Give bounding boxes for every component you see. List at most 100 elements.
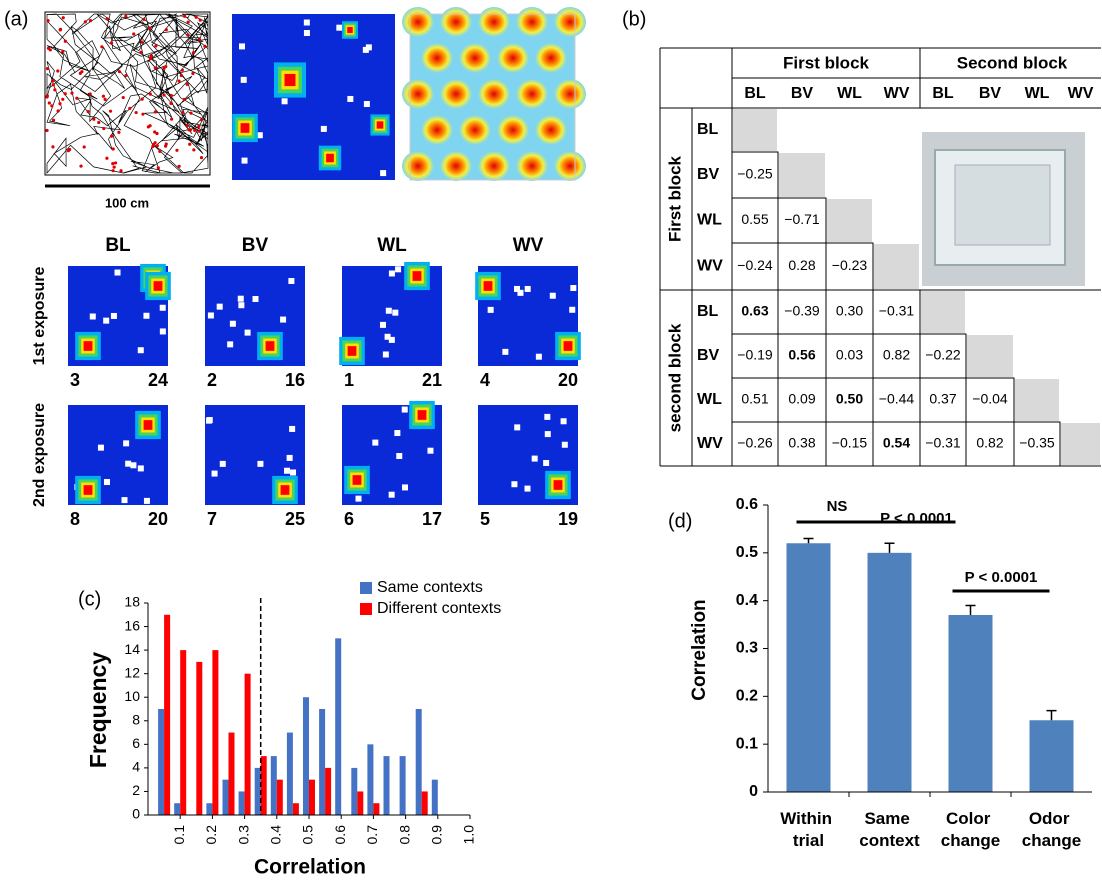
field-pixel [353, 475, 362, 485]
empty-pixel [402, 484, 408, 490]
spike [189, 111, 192, 114]
diagonal-cell [779, 153, 825, 197]
spike [139, 51, 142, 54]
spike [118, 70, 121, 73]
bar [416, 709, 422, 815]
empty-pixel [242, 158, 248, 164]
column-header: WL [837, 85, 862, 102]
spike [80, 70, 83, 73]
spike-count: 16 [285, 370, 305, 390]
spike [68, 148, 71, 151]
scale-label: 100 cm [105, 195, 149, 210]
empty-pixel [123, 440, 129, 446]
ac-peak [478, 7, 510, 37]
bar [164, 615, 170, 815]
photo-box-inner [955, 165, 1050, 245]
empty-pixel [241, 77, 247, 83]
empty-pixel [280, 317, 286, 323]
empty-pixel [238, 302, 244, 308]
x-tick-label: Odor change [1022, 809, 1082, 850]
field-pixel [241, 123, 250, 133]
y-tick-label: 10 [124, 688, 140, 704]
x-tick-label: 0.9 [429, 825, 445, 845]
empty-pixel [364, 101, 370, 107]
empty-pixel [380, 322, 386, 328]
spike [193, 129, 196, 132]
empty-pixel [160, 305, 166, 311]
bar [245, 674, 251, 815]
cell-value: −0.39 [784, 303, 820, 319]
column-label: WV [513, 235, 544, 256]
empty-pixel [143, 313, 149, 319]
empty-pixel [402, 407, 408, 413]
row-header: BL [697, 303, 719, 320]
empty-pixel [550, 293, 556, 299]
empty-pixel [396, 453, 402, 459]
spike [83, 145, 86, 148]
error-bar [885, 543, 895, 553]
cell-value: −0.35 [1019, 435, 1055, 451]
spike [165, 28, 168, 31]
bar [287, 733, 293, 815]
spike [102, 127, 105, 130]
bar [212, 650, 218, 815]
x-tick-label: 0.4 [268, 825, 284, 845]
field-pixel [281, 485, 290, 495]
empty-pixel [392, 310, 398, 316]
diagonal-cell [874, 244, 919, 289]
place-map [475, 266, 581, 366]
cell-value: 0.55 [741, 211, 768, 227]
spike [155, 132, 158, 135]
spike [89, 19, 92, 22]
row-header: BV [697, 166, 720, 183]
ac-peak [421, 115, 453, 145]
spike [199, 19, 202, 22]
map-index: 7 [207, 509, 217, 529]
cell-value: 0.28 [788, 257, 815, 273]
empty-pixel [304, 30, 310, 36]
diagonal-cell [827, 199, 872, 242]
bar [367, 744, 373, 815]
empty-pixel [366, 44, 372, 50]
y-tick-label: 0.5 [736, 544, 758, 561]
spike [110, 41, 113, 44]
label-line: change [941, 831, 1001, 850]
cell-value: 0.54 [883, 435, 910, 451]
ac-peak [497, 115, 529, 145]
autocorrelogram [402, 7, 586, 181]
map-bg [232, 14, 395, 180]
x-tick-label: 0.8 [396, 825, 412, 845]
ac-peak [440, 151, 472, 181]
empty-pixel [212, 471, 218, 477]
diagonal-cell [921, 291, 965, 333]
spike [46, 19, 49, 22]
empty-pixel [290, 469, 296, 475]
spike [187, 21, 190, 24]
empty-pixel [372, 440, 378, 446]
spike-count: 20 [148, 509, 168, 529]
column-label: WL [377, 235, 407, 256]
empty-pixel [130, 462, 136, 468]
spike [192, 51, 195, 54]
empty-pixel [238, 296, 244, 302]
ac-peak [459, 115, 491, 145]
row-header: WL [697, 391, 722, 408]
spike [102, 95, 105, 98]
rate-map [232, 14, 395, 180]
bar [325, 768, 331, 815]
bar [261, 756, 267, 815]
spike [132, 32, 135, 35]
spike-count: 17 [422, 509, 442, 529]
spike [97, 121, 100, 124]
column-group: Second block [957, 53, 1068, 72]
place-map [205, 405, 305, 505]
x-tick-label: 0.7 [364, 825, 380, 845]
x-tick-label: 1.0 [461, 825, 477, 845]
cell-value: 0.63 [741, 303, 768, 319]
row-label: 1st exposure [31, 267, 48, 366]
bar [196, 662, 202, 815]
empty-pixel [160, 328, 166, 334]
spike [148, 27, 151, 30]
error-bar [804, 538, 814, 543]
spike [79, 164, 82, 167]
